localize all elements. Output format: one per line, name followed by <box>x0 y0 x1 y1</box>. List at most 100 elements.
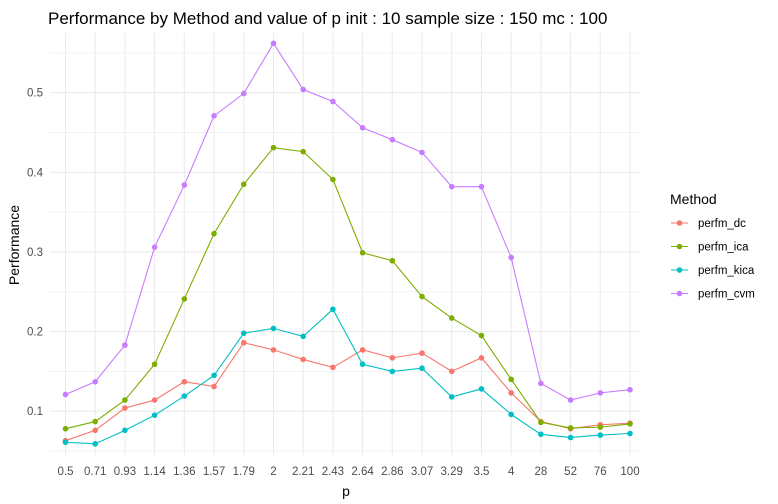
x-tick-label: 1.79 <box>233 466 255 478</box>
x-tick-label: 2 <box>270 466 276 478</box>
data-point-perfm_dc <box>240 339 247 346</box>
data-point-perfm_cvm <box>330 98 336 105</box>
data-point-perfm_dc <box>92 427 99 434</box>
x-tick-label: 0.5 <box>58 466 74 478</box>
legend-label-perfm_cvm: perfm_cvm <box>698 289 755 301</box>
x-tick-label: 3.29 <box>441 466 463 478</box>
x-tick-label: 2.64 <box>351 466 374 478</box>
series-line-perfm_ica <box>65 147 631 430</box>
x-tick-label: 1.14 <box>143 466 166 478</box>
data-point-perfm_cvm <box>478 183 485 190</box>
y-axis-title: Performance <box>6 205 22 285</box>
data-point-perfm_cvm <box>567 397 574 403</box>
data-point-perfm_ica <box>508 376 514 383</box>
legend-title: Method <box>670 191 717 207</box>
data-point-perfm_ica <box>122 397 128 403</box>
data-point-perfm_kica <box>567 434 574 441</box>
x-tick-label: 28 <box>534 466 547 478</box>
data-point-perfm_ica <box>627 421 633 427</box>
x-tick-label: 3.5 <box>473 466 489 478</box>
data-point-perfm_kica <box>389 368 396 375</box>
legend: Method perfm_dc perfm_ica perfm_kica perfm_… <box>670 191 755 301</box>
series-points <box>62 40 633 447</box>
data-point-perfm_ica <box>419 293 425 300</box>
data-point-perfm_ica <box>62 425 69 432</box>
data-point-perfm_kica <box>330 306 336 313</box>
data-point-perfm_dc <box>330 364 336 371</box>
series-line-perfm_kica <box>65 308 631 445</box>
x-tick-label: 2.43 <box>322 466 344 478</box>
data-point-perfm_dc <box>181 378 188 385</box>
y-tick-label: 0.4 <box>27 167 44 179</box>
data-point-perfm_kica <box>508 411 514 418</box>
legend-key-point-perfm_dc <box>676 220 683 226</box>
data-point-perfm_cvm <box>122 342 128 348</box>
data-point-perfm_cvm <box>389 136 396 143</box>
y-tick-label: 0.2 <box>27 327 43 339</box>
data-point-perfm_cvm <box>240 90 247 97</box>
data-point-perfm_cvm <box>270 40 277 47</box>
plot-panel <box>50 33 640 455</box>
data-point-perfm_ica <box>538 419 544 426</box>
data-point-perfm_ica <box>92 418 99 425</box>
x-tick-label: 52 <box>564 466 577 478</box>
series-line-perfm_dc <box>65 342 631 442</box>
data-point-perfm_kica <box>211 372 217 379</box>
legend-label-perfm_dc: perfm_dc <box>698 218 746 230</box>
data-point-perfm_cvm <box>300 86 306 93</box>
data-point-perfm_kica <box>478 386 485 392</box>
data-point-perfm_cvm <box>627 386 633 393</box>
data-point-perfm_cvm <box>92 378 99 385</box>
x-tick-label: 0.93 <box>114 466 136 478</box>
series-line-perfm_cvm <box>65 42 631 401</box>
data-point-perfm_cvm <box>62 391 69 398</box>
data-point-perfm_ica <box>270 144 277 151</box>
data-point-perfm_kica <box>627 430 633 437</box>
data-point-perfm_ica <box>359 249 366 256</box>
data-point-perfm_dc <box>419 350 425 356</box>
data-point-perfm_dc <box>151 397 158 403</box>
y-tick-label: 0.3 <box>27 247 43 259</box>
x-tick-label: 3.07 <box>411 466 433 478</box>
data-point-perfm_dc <box>300 356 306 363</box>
data-point-perfm_dc <box>270 347 277 353</box>
data-point-perfm_ica <box>240 181 247 188</box>
data-point-perfm_dc <box>478 355 485 361</box>
data-point-perfm_kica <box>151 412 158 418</box>
x-axis-ticks: 0.5 0.71 0.93 1.14 1.36 1.57 1.79 2 2.21 2.43 2.64… <box>58 466 640 478</box>
x-axis-title: p <box>342 483 350 499</box>
data-point-perfm_ica <box>300 148 306 155</box>
data-point-perfm_cvm <box>448 183 455 190</box>
data-point-perfm_dc <box>389 355 396 361</box>
x-tick-label: 4 <box>508 466 515 478</box>
legend-label-perfm_ica: perfm_ica <box>698 242 749 254</box>
x-tick-label: 2.21 <box>292 466 314 478</box>
data-point-perfm_cvm <box>419 149 425 156</box>
data-point-perfm_ica <box>567 425 574 431</box>
data-point-perfm_kica <box>92 441 99 447</box>
data-point-perfm_cvm <box>538 380 544 387</box>
data-point-perfm_kica <box>448 394 455 400</box>
data-point-perfm_ica <box>448 315 455 321</box>
data-point-perfm_cvm <box>508 254 514 261</box>
x-tick-label: 2.86 <box>381 466 403 478</box>
data-point-perfm_kica <box>270 325 277 332</box>
data-point-perfm_ica <box>181 296 188 302</box>
data-point-perfm_ica <box>211 230 217 237</box>
data-point-perfm_dc <box>508 390 514 396</box>
data-point-perfm_kica <box>62 439 69 446</box>
data-point-perfm_kica <box>359 361 366 368</box>
chart-title: Performance by Method and value of p ini… <box>48 9 607 28</box>
x-tick-label: 1.36 <box>173 466 195 478</box>
data-point-perfm_kica <box>122 427 128 434</box>
y-axis-ticks: 0.1 0.2 0.3 0.4 0.5 <box>27 88 44 418</box>
data-point-perfm_cvm <box>597 390 604 396</box>
data-point-perfm_ica <box>389 257 396 264</box>
data-point-perfm_ica <box>330 176 336 183</box>
data-point-perfm_cvm <box>211 113 217 119</box>
y-tick-label: 0.5 <box>27 88 43 100</box>
data-point-perfm_dc <box>211 383 217 390</box>
data-point-perfm_ica <box>151 361 158 368</box>
legend-key-point-perfm_kica <box>676 267 683 273</box>
